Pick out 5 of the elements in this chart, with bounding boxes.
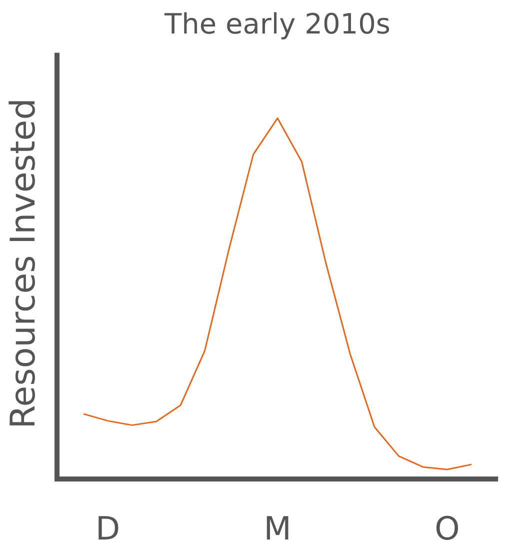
x-tick-label: O <box>434 510 460 548</box>
x-tick-label: D <box>96 510 120 548</box>
chart-title: The early 2010s <box>164 8 390 40</box>
y-axis-title: Resources Invested <box>4 98 44 429</box>
x-tick-label: M <box>264 510 292 548</box>
